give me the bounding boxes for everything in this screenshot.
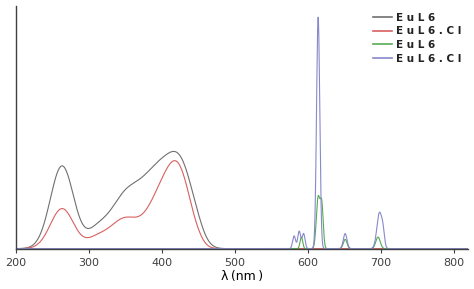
Legend: E u L 6, E u L 6 . C l, E u L 6, E u L 6 . C l: E u L 6, E u L 6 . C l, E u L 6, E u L 6… <box>369 9 465 68</box>
X-axis label: λ (nm ): λ (nm ) <box>221 271 264 284</box>
